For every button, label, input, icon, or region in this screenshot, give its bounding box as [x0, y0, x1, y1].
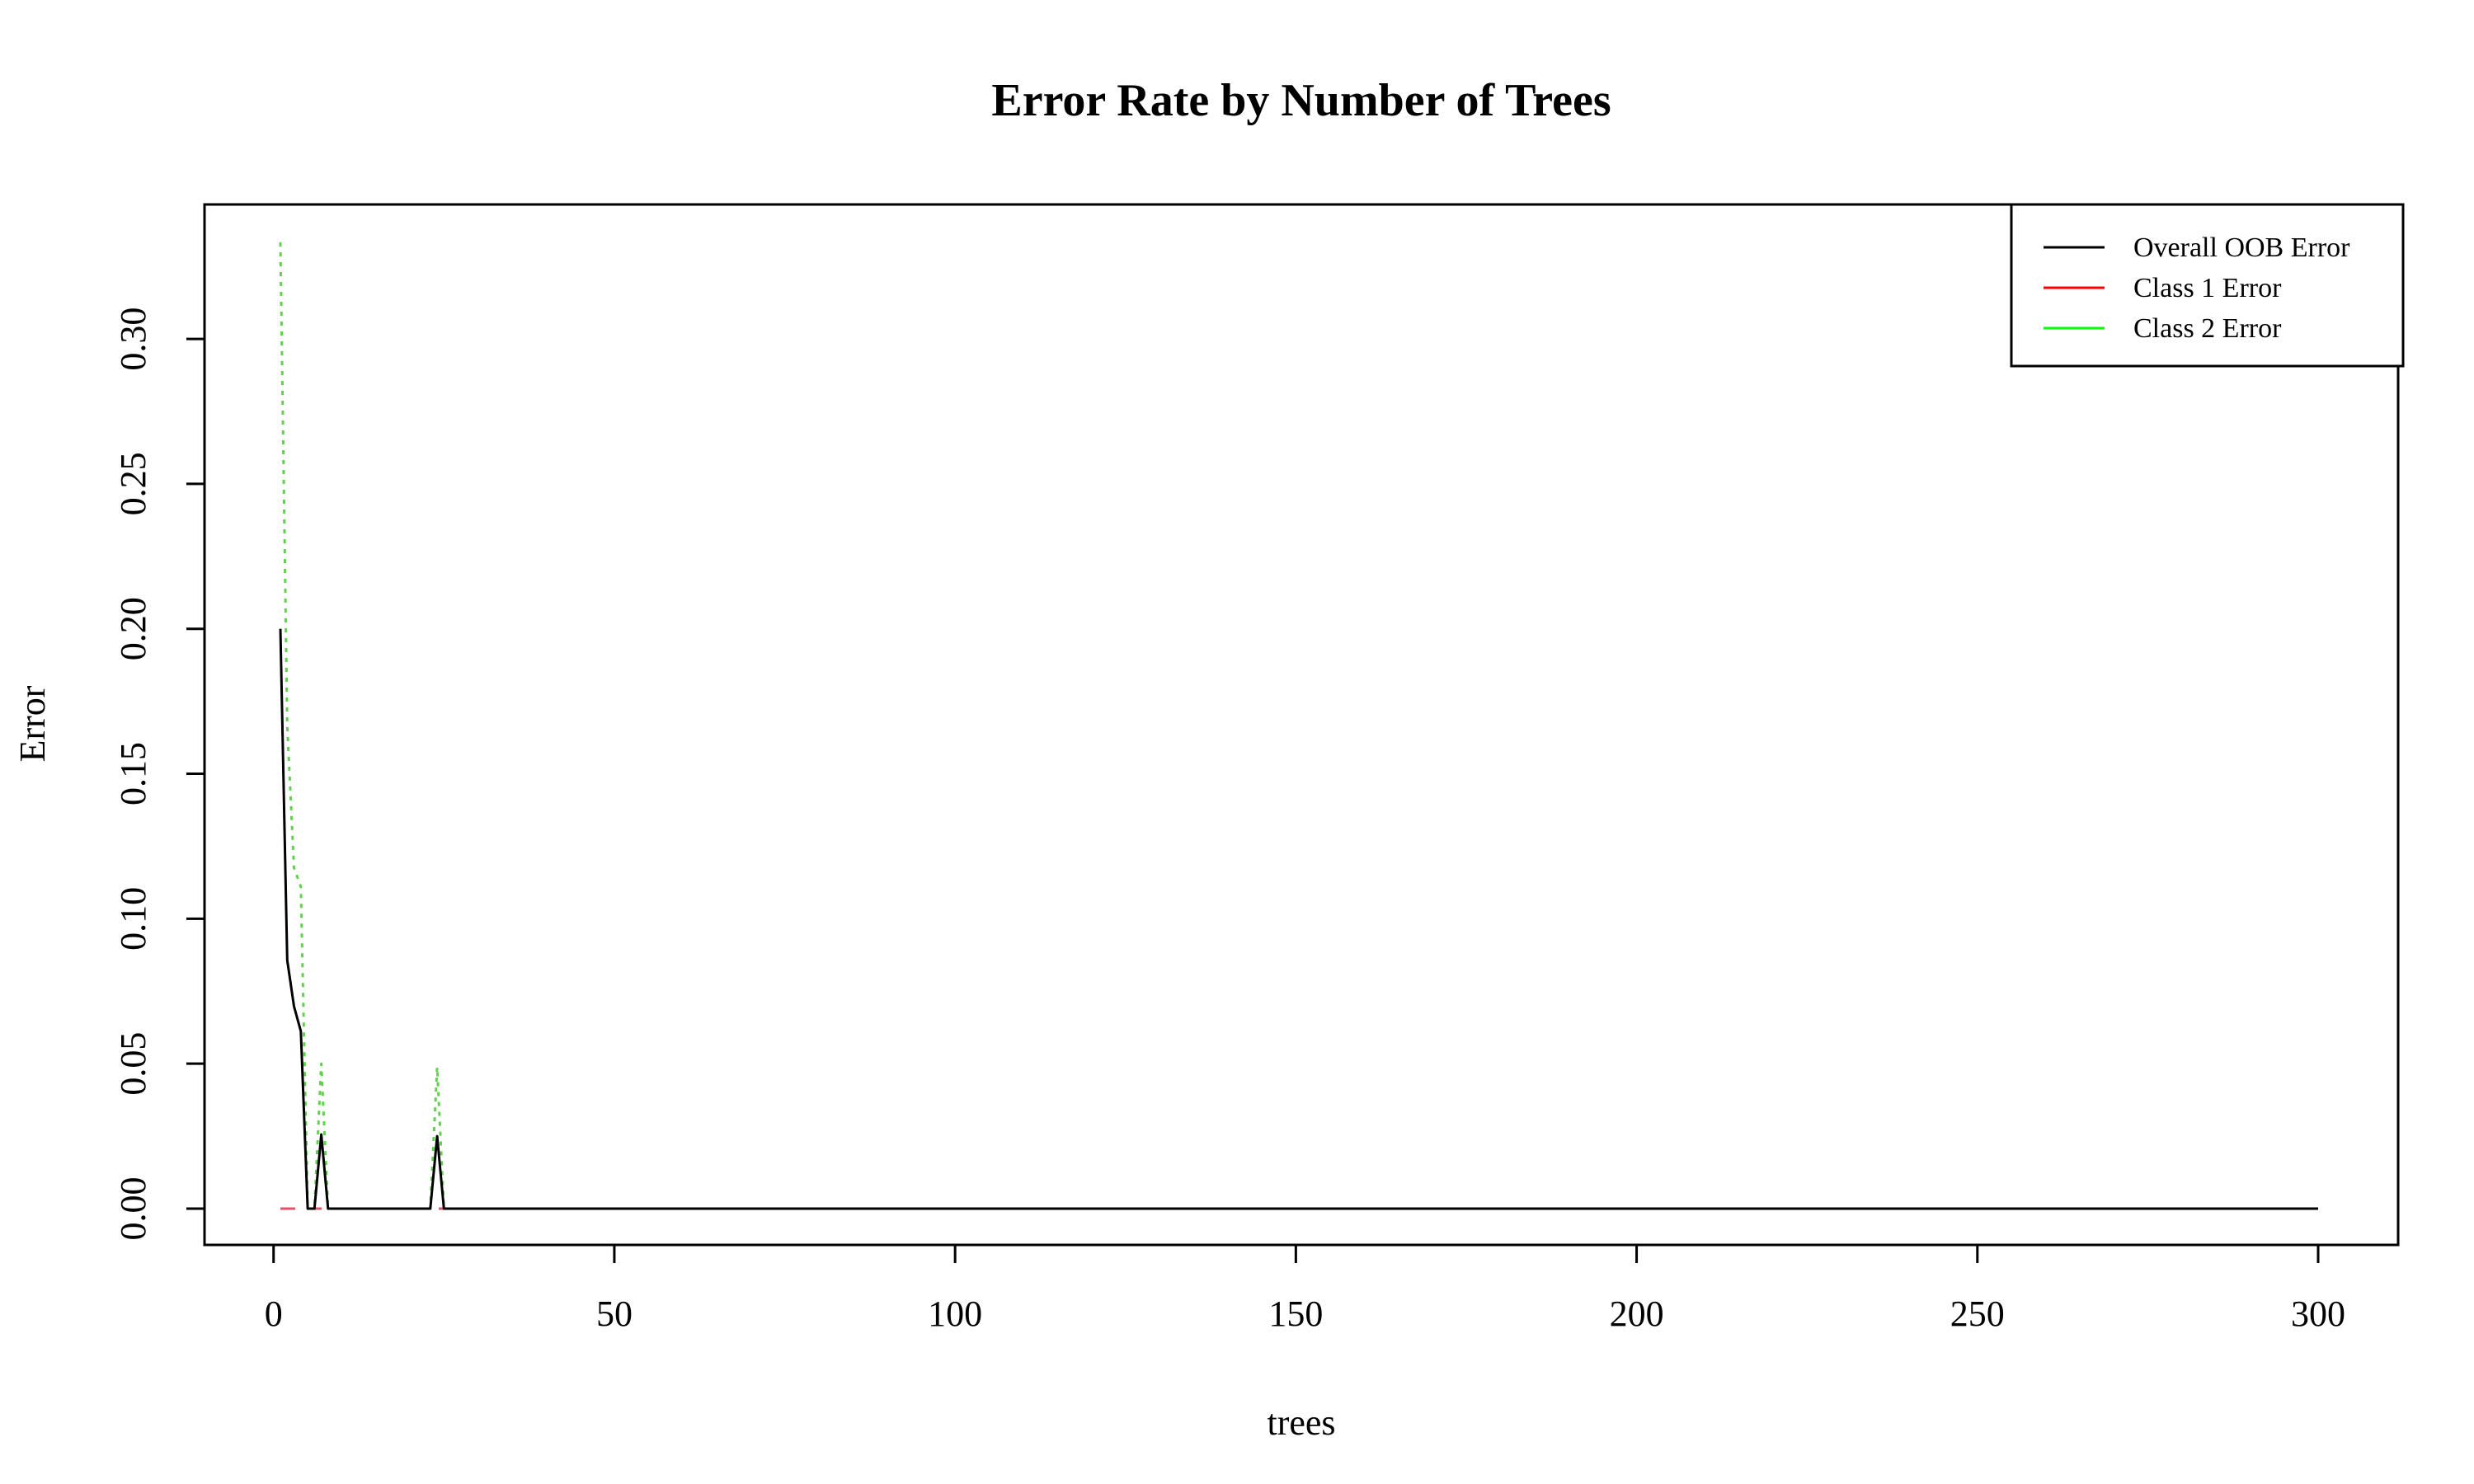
x-tick-label-1: 50 [596, 1294, 633, 1334]
series-line-1 [279, 628, 2318, 1210]
y-tick-label-1: 0.05 [113, 1032, 153, 1096]
x-tick-label-5: 250 [1950, 1294, 2005, 1334]
chart-title: Error Rate by Number of Trees [991, 75, 1611, 126]
y-tick-label-3: 0.15 [113, 742, 153, 805]
legend-label-3: Class 2 Error [2133, 313, 2282, 344]
legend: Overall OOB Error Class 1 Error Class 2 Er… [2010, 203, 2405, 368]
plot-area: 0 50 100 150 200 250 300 0.00 0.05 0.10 0.15 0.20 0.… [113, 203, 2400, 1334]
series-line-3 [279, 242, 2318, 1210]
x-axis-label: trees [1267, 1402, 1335, 1443]
x-tick-label-0: 0 [265, 1294, 283, 1334]
x-tick-label-2: 100 [928, 1294, 982, 1334]
x-tick-label-6: 300 [2291, 1294, 2345, 1334]
y-tick-label-2: 0.10 [113, 887, 153, 951]
legend-label-2: Class 1 Error [2133, 273, 2282, 303]
x-tick-label-3: 150 [1268, 1294, 1323, 1334]
legend-label-1: Overall OOB Error [2133, 232, 2350, 263]
legend-box [2010, 203, 2405, 368]
x-tick-label-4: 200 [1610, 1294, 1664, 1334]
y-tick-label-0: 0.00 [113, 1177, 153, 1241]
y-tick-label-4: 0.20 [113, 597, 153, 660]
y-axis-label: Error [12, 685, 53, 762]
y-tick-label-6: 0.30 [113, 308, 153, 371]
y-tick-label-5: 0.25 [113, 452, 153, 515]
